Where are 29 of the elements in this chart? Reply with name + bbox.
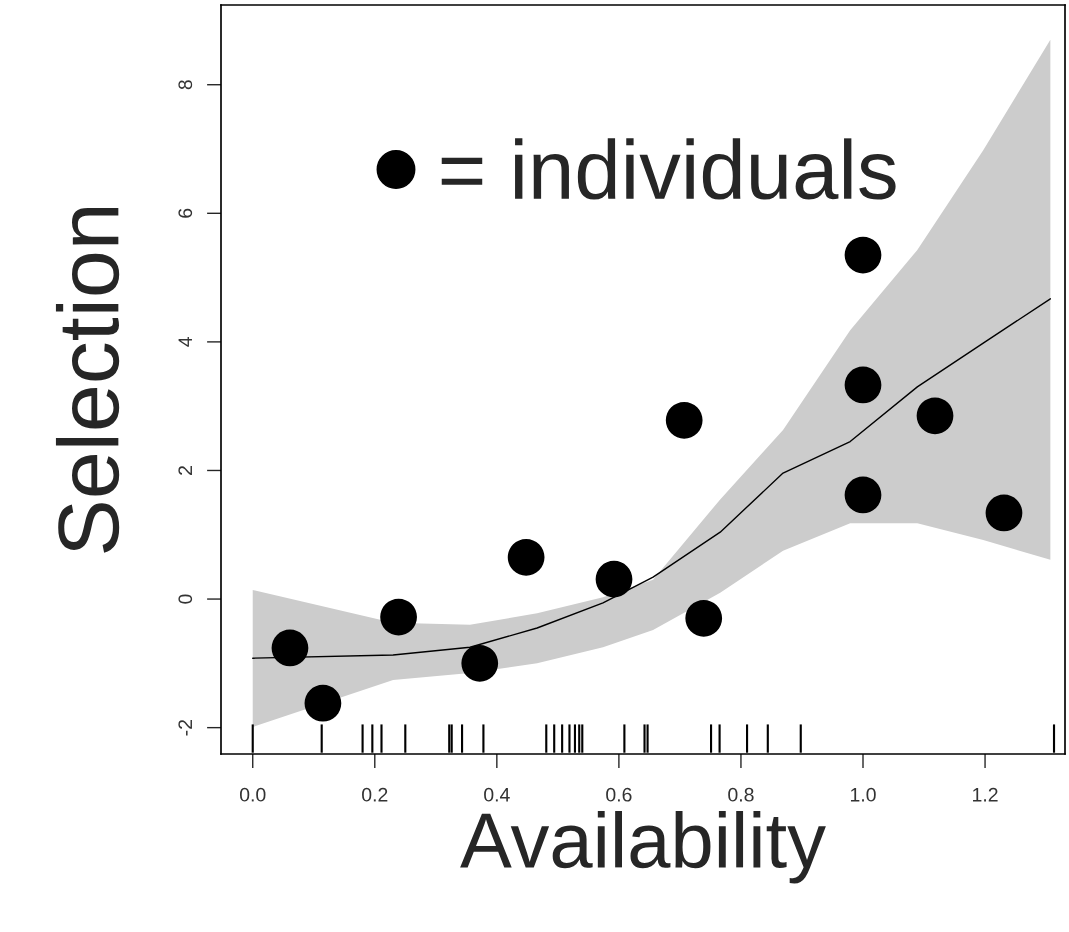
point [595, 560, 633, 598]
point [844, 366, 882, 404]
x-tick-label: 0.8 [728, 787, 754, 802]
point [685, 599, 723, 637]
point [507, 538, 545, 576]
point [844, 476, 882, 514]
point [844, 236, 882, 274]
legend-label: = individuals [441, 138, 896, 200]
x-tick-label: 0.2 [362, 787, 388, 802]
x-axis-title: Availability [460, 811, 826, 884]
y-tick-label: 8 [178, 80, 193, 90]
point [304, 684, 342, 722]
y-tick-label: -2 [178, 719, 192, 736]
y-tick-label: 0 [178, 594, 193, 604]
x-tick-label: 0.6 [606, 787, 632, 802]
x-tick-label: 0.4 [484, 787, 510, 802]
y-tick-label: 6 [178, 208, 193, 218]
x-tick-label: 1.0 [850, 787, 876, 802]
y-tick-label: 2 [178, 466, 192, 475]
point [271, 629, 309, 667]
x-tick-label: 0.0 [239, 787, 266, 802]
x-tick-label: 1.2 [973, 787, 998, 802]
point [461, 644, 499, 682]
point [665, 401, 703, 439]
point [916, 397, 954, 435]
point [985, 494, 1023, 532]
point [380, 598, 417, 636]
y-axis-title: Selection [55, 207, 120, 553]
y-tick-label: 4 [178, 337, 192, 347]
